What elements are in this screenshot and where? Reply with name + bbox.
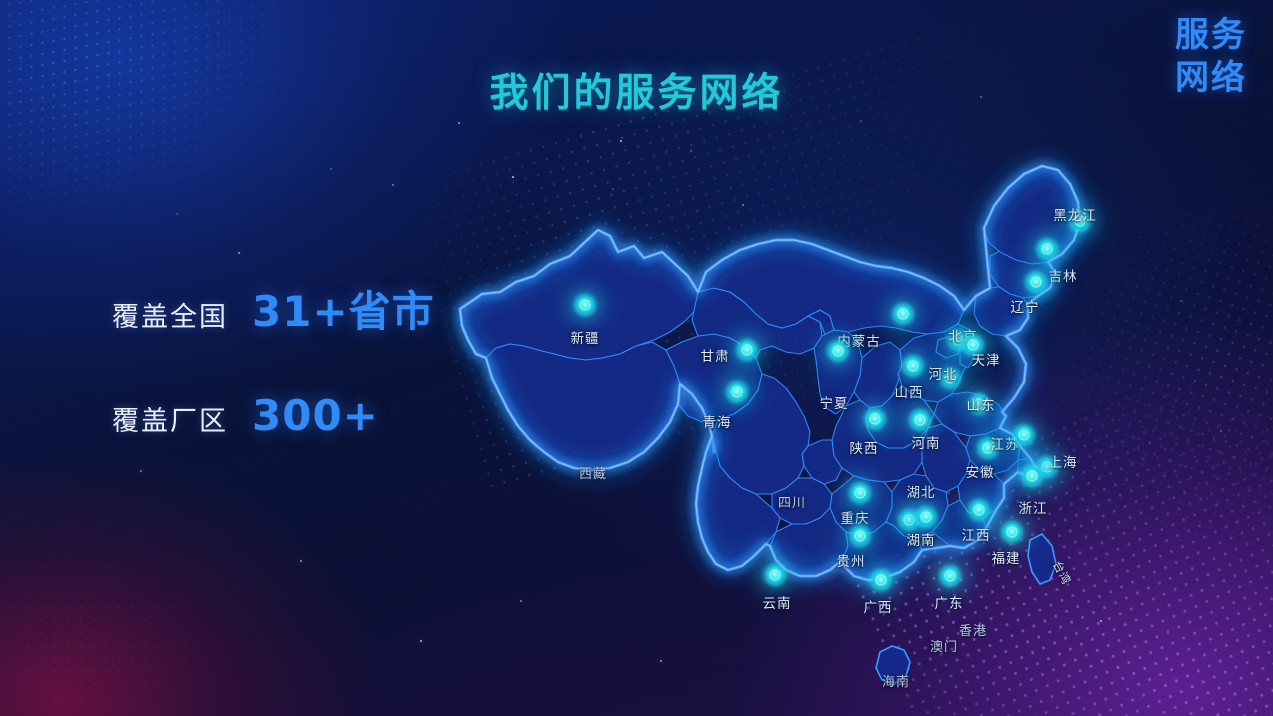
- map-marker-9[interactable]: [949, 331, 967, 349]
- map-marker-0[interactable]: [576, 296, 594, 314]
- stat-value-provinces: 31+省市: [252, 287, 435, 336]
- map-marker-28[interactable]: [1038, 240, 1056, 258]
- map-marker-7[interactable]: [904, 357, 922, 375]
- sparkle-2: [392, 184, 395, 187]
- map-marker-13[interactable]: [979, 439, 997, 457]
- stat-row-factories: 覆盖厂区 300+: [112, 391, 435, 440]
- sparkle-10: [1180, 300, 1182, 302]
- sparkle-1: [330, 168, 332, 170]
- map-marker-17[interactable]: [1023, 467, 1041, 485]
- map-marker-27[interactable]: [1071, 212, 1089, 230]
- map-marker-22[interactable]: [1003, 523, 1021, 541]
- corner-watermark-line2: 网络: [1175, 57, 1247, 98]
- map-marker-29[interactable]: [1027, 273, 1045, 291]
- sparkle-11: [1220, 430, 1222, 432]
- map-marker-23[interactable]: [851, 527, 869, 545]
- sparkle-13: [300, 560, 302, 562]
- corner-watermark-line1: 服务: [1175, 15, 1247, 55]
- map-marker-20[interactable]: [917, 508, 935, 526]
- page-title: 我们的服务网络: [489, 71, 784, 116]
- map-marker-10[interactable]: [964, 336, 982, 354]
- map-marker-6[interactable]: [866, 410, 884, 428]
- map-marker-18[interactable]: [851, 484, 869, 502]
- stat-label-provinces: 覆盖全国: [112, 302, 228, 333]
- stat-row-provinces: 覆盖全国 31+省市: [112, 278, 435, 339]
- corner-watermark: 服务 网络: [1175, 14, 1247, 99]
- stat-label-factories: 覆盖厂区: [112, 406, 228, 437]
- map-outline: [458, 164, 1082, 582]
- map-marker-4[interactable]: [894, 305, 912, 323]
- map-marker-14[interactable]: [1015, 426, 1033, 444]
- map-marker-21[interactable]: [970, 501, 988, 519]
- map-marker-26[interactable]: [941, 567, 959, 585]
- map-marker-16[interactable]: [900, 511, 918, 529]
- map-marker-2[interactable]: [728, 383, 746, 401]
- stat-value-factories: 300+: [252, 391, 379, 440]
- china-map-svg: [458, 164, 1082, 685]
- map-marker-12[interactable]: [911, 411, 929, 429]
- map-marker-5[interactable]: [829, 342, 847, 360]
- sparkle-3: [238, 252, 240, 254]
- map-marker-24[interactable]: [766, 566, 784, 584]
- china-map: [430, 96, 1130, 716]
- map-marker-11[interactable]: [970, 395, 988, 413]
- sparkle-19: [420, 640, 422, 642]
- map-marker-25[interactable]: [872, 571, 890, 589]
- sparkle-0: [176, 213, 179, 216]
- stats-block: 覆盖全国 31+省市 覆盖厂区 300+: [112, 278, 435, 492]
- map-marker-15[interactable]: [1038, 458, 1056, 476]
- map-marker-8[interactable]: [941, 369, 959, 387]
- map-marker-1[interactable]: [738, 341, 756, 359]
- dot-grid-decoration-bottom-left: [0, 496, 300, 716]
